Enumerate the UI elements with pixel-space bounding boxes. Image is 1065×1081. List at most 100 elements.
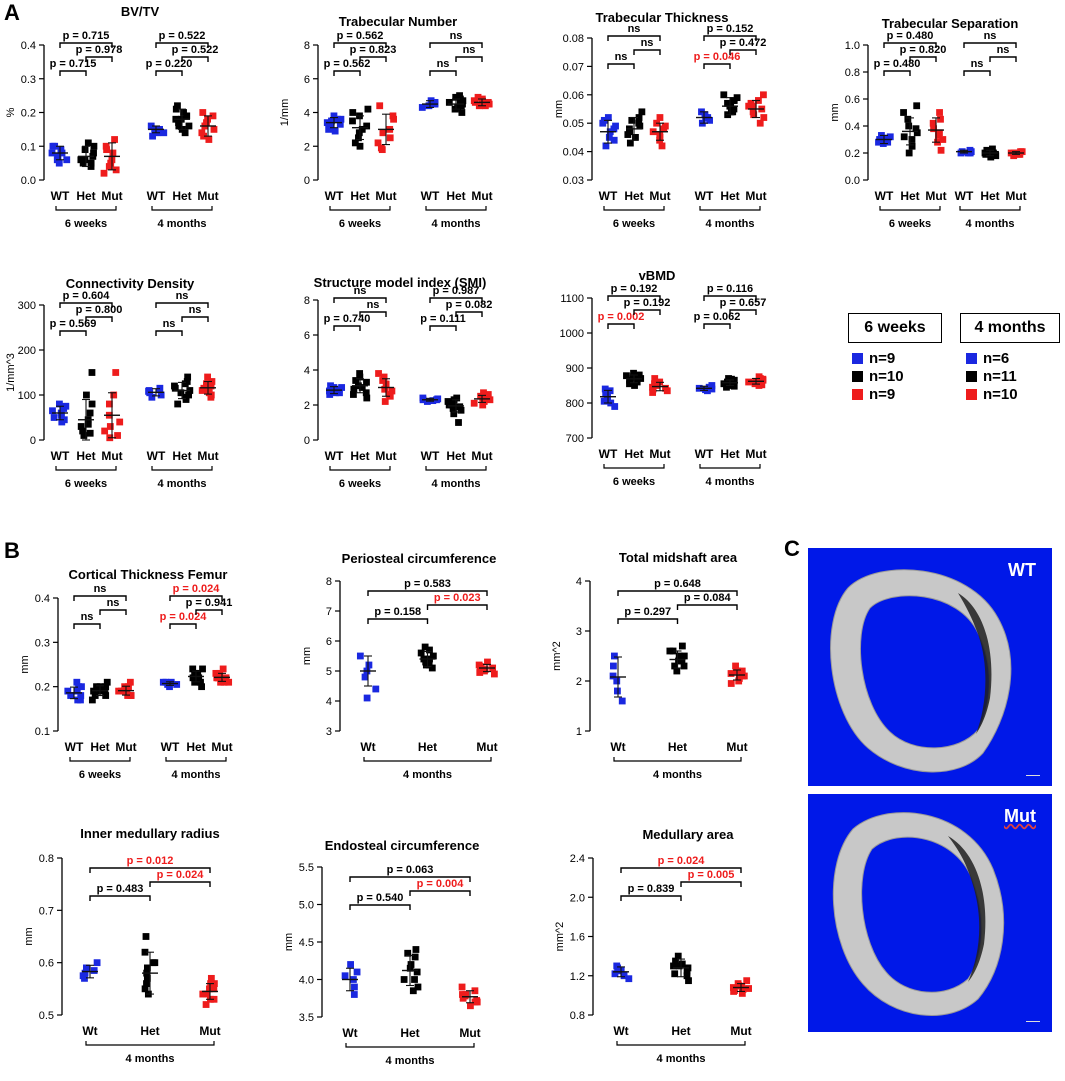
data-point: [678, 657, 686, 665]
x-tick-label: Mut: [375, 189, 396, 203]
y-tick-label: 6: [326, 636, 332, 648]
bone-cross-section-image-mut: Mut: [808, 794, 1052, 1032]
data-point: [181, 380, 189, 388]
group-bracket: [165, 757, 227, 762]
x-tick-label: WT: [147, 189, 166, 203]
data-point: [638, 108, 646, 116]
y-tick-label: 3: [576, 626, 582, 638]
data-point: [50, 414, 58, 421]
data-point: [199, 990, 207, 998]
x-tick-label: Het: [624, 189, 643, 203]
group-label: 4 months: [158, 218, 207, 230]
comparison-bracket: [703, 295, 757, 301]
group-label: 4 months: [158, 478, 207, 490]
chart-title: Endosteal circumference: [325, 838, 480, 853]
data-point: [732, 662, 739, 670]
image-label-mut: Mut: [1004, 806, 1036, 826]
group-bracket: [55, 206, 117, 211]
x-tick-label: Wt: [610, 740, 625, 754]
p-value-label: p = 0.023: [434, 592, 481, 604]
p-value-label: p = 0.192: [611, 283, 658, 295]
data-point: [407, 961, 415, 968]
data-point: [341, 972, 349, 980]
group-2: WT Het Mut 4 months: [145, 373, 219, 490]
x-tick-label: Het: [350, 189, 369, 203]
data-point: [672, 957, 679, 965]
data-point: [628, 116, 636, 124]
comparison-bracket: [620, 867, 742, 873]
data-point: [64, 687, 72, 695]
group-bracket: [69, 757, 131, 762]
legend-item: n=9: [852, 350, 895, 367]
data-point: [467, 1002, 474, 1010]
y-tick-label: 6: [304, 330, 310, 342]
p-value-label: ns: [94, 583, 107, 595]
data-point: [102, 683, 110, 691]
data-point: [624, 131, 632, 138]
comparison-bracket: [426, 604, 488, 610]
group-bracket: [959, 206, 1021, 211]
p-value-label: p = 0.604: [63, 290, 111, 302]
data-point: [729, 381, 737, 389]
chart-title: Periosteal circumference: [342, 551, 497, 566]
chart-title: BV/TV: [121, 4, 160, 19]
data-point: [605, 134, 613, 141]
data-point: [363, 694, 371, 702]
data-point: [199, 109, 207, 116]
data-point: [77, 423, 85, 430]
data-point: [100, 169, 108, 177]
chart-12: Endosteal circumference 3.5 4.0 4.5 5.0 5.5 mm…: [283, 838, 481, 1067]
data-point: [86, 409, 94, 417]
group-bracket: [613, 757, 742, 762]
data-point: [444, 398, 452, 405]
data-point: [111, 136, 118, 143]
x-tick-label: Mut: [199, 1024, 220, 1038]
y-tick-label: 8: [304, 295, 310, 307]
data-point: [930, 125, 937, 133]
data-point: [207, 393, 215, 401]
data-point: [425, 102, 433, 110]
y-tick-label: 2: [576, 676, 582, 688]
p-value-label: p = 0.024: [157, 869, 205, 881]
data-point: [88, 696, 96, 704]
chart-8: Cortical Thickness Femur 0.1 0.2 0.3 0.4 mm WT…: [19, 567, 233, 781]
chart-title: vBMD: [639, 268, 676, 283]
group-2: WT Het Mut 4 months: [418, 92, 493, 230]
x-tick-label: Mut: [925, 189, 946, 203]
data-point: [381, 385, 389, 393]
comparison-bracket: [169, 595, 223, 601]
group-2: WT Het Mut 4 months: [159, 665, 233, 781]
data-point: [385, 391, 393, 398]
data-point: [88, 400, 96, 408]
data-point: [602, 390, 610, 398]
data-point: [745, 985, 753, 992]
data-point: [484, 658, 491, 666]
comparison-bracket: [155, 302, 209, 308]
data-point: [635, 114, 643, 121]
chart-title: Trabecular Separation: [882, 16, 1019, 31]
data-point: [350, 991, 358, 998]
inner-shadow: [958, 593, 992, 734]
data-point: [484, 394, 492, 402]
data-point: [388, 387, 396, 395]
data-point: [633, 378, 641, 386]
comparison-bracket: [409, 890, 471, 896]
data-point: [600, 397, 608, 405]
p-value-label: p = 0.823: [350, 44, 397, 56]
x-tick-label: WT: [147, 449, 166, 463]
data-point: [116, 418, 124, 426]
data-point: [159, 678, 167, 686]
chart-title: Inner medullary radius: [80, 826, 219, 841]
legend-label: n=11: [983, 368, 1017, 385]
p-value-label: p = 0.062: [694, 311, 741, 323]
data-point: [661, 122, 669, 130]
x-tick-label: Wt: [82, 1024, 97, 1038]
y-tick-label: 4: [576, 576, 582, 588]
data-point: [377, 144, 385, 152]
group-bracket: [425, 206, 487, 211]
x-tick-label: Mut: [649, 447, 670, 461]
chart-title: Total midshaft area: [619, 550, 738, 565]
group-1: WT Het Mut 6 weeks: [599, 369, 671, 488]
data-point: [613, 677, 621, 685]
